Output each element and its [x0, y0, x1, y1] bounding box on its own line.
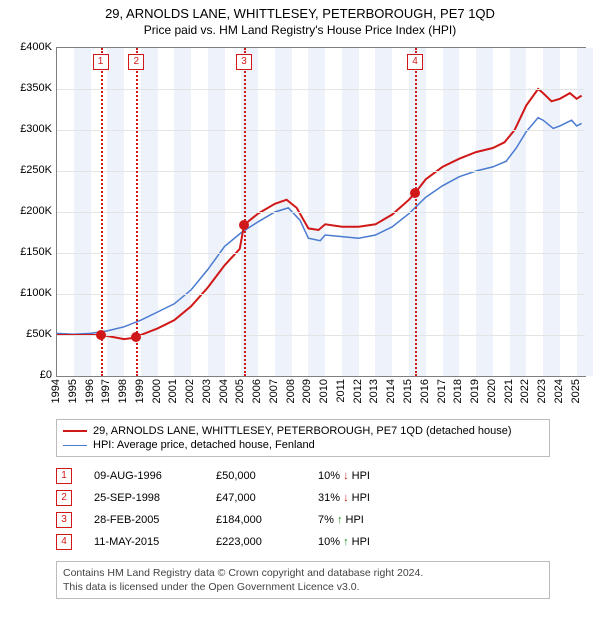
x-tick-label: 1997 — [100, 379, 112, 403]
legend-label: HPI: Average price, detached house, Fenl… — [93, 439, 315, 451]
up-arrow-icon: ↑ — [337, 514, 343, 526]
sale-row-badge: 2 — [56, 490, 72, 506]
legend-item-property: 29, ARNOLDS LANE, WHITTLESEY, PETERBOROU… — [63, 424, 543, 438]
sale-row: 4 11-MAY-2015 £223,000 10% ↑ HPI — [56, 531, 592, 553]
x-tick-label: 2017 — [436, 379, 448, 403]
sale-dot — [131, 332, 141, 342]
sale-row-price: £223,000 — [216, 536, 296, 548]
x-tick-label: 2006 — [251, 379, 263, 403]
y-tick-label: £150K — [8, 246, 52, 258]
legend: 29, ARNOLDS LANE, WHITTLESEY, PETERBOROU… — [56, 419, 550, 457]
sale-row-price: £47,000 — [216, 492, 296, 504]
footer-line: Contains HM Land Registry data © Crown c… — [63, 566, 543, 580]
sale-marker-badge: 2 — [128, 54, 144, 70]
sale-marker-badge: 3 — [236, 54, 252, 70]
x-tick-label: 2010 — [318, 379, 330, 403]
x-tick-label: 2012 — [352, 379, 364, 403]
down-arrow-icon: ↓ — [343, 492, 349, 504]
sale-marker-line — [101, 48, 103, 376]
sale-row-price: £184,000 — [216, 514, 296, 526]
sale-row-pct: 10% ↓ HPI — [318, 470, 428, 482]
x-tick-label: 2000 — [151, 379, 163, 403]
sale-row: 3 28-FEB-2005 £184,000 7% ↑ HPI — [56, 509, 592, 531]
y-tick-label: £0 — [8, 369, 52, 381]
plot-area: 1 2 3 4 — [56, 47, 586, 377]
sale-row-pct: 10% ↑ HPI — [318, 536, 428, 548]
x-tick-label: 1995 — [67, 379, 79, 403]
sale-dot — [410, 188, 420, 198]
price-chart: 1 2 3 4 £0 £50K £100K £150K £200K £250K £300K £350… — [8, 43, 592, 413]
down-arrow-icon: ↓ — [343, 470, 349, 482]
x-tick-label: 1994 — [50, 379, 62, 403]
sale-marker-badge: 1 — [93, 54, 109, 70]
sale-dot — [96, 330, 106, 340]
legend-item-hpi: HPI: Average price, detached house, Fenl… — [63, 438, 543, 452]
sale-row-date: 09-AUG-1996 — [94, 470, 194, 482]
legend-label: 29, ARNOLDS LANE, WHITTLESEY, PETERBOROU… — [93, 425, 512, 437]
x-tick-label: 2007 — [268, 379, 280, 403]
sale-row-badge: 1 — [56, 468, 72, 484]
sale-row-date: 11-MAY-2015 — [94, 536, 194, 548]
sale-row-date: 28-FEB-2005 — [94, 514, 194, 526]
sale-row-badge: 3 — [56, 512, 72, 528]
y-tick-label: £350K — [8, 82, 52, 94]
sale-marker-line — [244, 48, 246, 376]
x-tick-label: 2003 — [201, 379, 213, 403]
y-tick-label: £200K — [8, 205, 52, 217]
sale-row: 1 09-AUG-1996 £50,000 10% ↓ HPI — [56, 465, 592, 487]
x-tick-label: 2001 — [167, 379, 179, 403]
x-tick-label: 1999 — [134, 379, 146, 403]
sales-table: 1 09-AUG-1996 £50,000 10% ↓ HPI 2 25-SEP-1998… — [56, 465, 592, 553]
y-tick-label: £50K — [8, 328, 52, 340]
x-tick-label: 2018 — [452, 379, 464, 403]
sale-row-date: 25-SEP-1998 — [94, 492, 194, 504]
y-tick-label: £100K — [8, 287, 52, 299]
page-subtitle: Price paid vs. HM Land Registry's House … — [8, 23, 592, 37]
x-tick-label: 2016 — [419, 379, 431, 403]
x-tick-label: 2011 — [335, 379, 347, 403]
x-tick-label: 2022 — [519, 379, 531, 403]
legend-swatch — [63, 430, 87, 432]
x-tick-label: 2013 — [368, 379, 380, 403]
x-tick-label: 2021 — [503, 379, 515, 403]
sale-row-pct: 31% ↓ HPI — [318, 492, 428, 504]
x-tick-label: 2005 — [234, 379, 246, 403]
sale-row-price: £50,000 — [216, 470, 296, 482]
footer-line: This data is licensed under the Open Gov… — [63, 580, 543, 594]
x-tick-label: 2004 — [218, 379, 230, 403]
sale-marker-line — [415, 48, 417, 376]
y-tick-label: £400K — [8, 41, 52, 53]
sale-marker-line — [136, 48, 138, 376]
y-tick-label: £300K — [8, 123, 52, 135]
footer-attribution: Contains HM Land Registry data © Crown c… — [56, 561, 550, 599]
sale-row: 2 25-SEP-1998 £47,000 31% ↓ HPI — [56, 487, 592, 509]
x-tick-label: 2024 — [553, 379, 565, 403]
x-tick-label: 2008 — [285, 379, 297, 403]
x-tick-label: 2015 — [402, 379, 414, 403]
sale-marker-badge: 4 — [407, 54, 423, 70]
x-tick-label: 1996 — [84, 379, 96, 403]
x-tick-label: 2009 — [301, 379, 313, 403]
x-tick-label: 1998 — [117, 379, 129, 403]
x-tick-label: 2023 — [536, 379, 548, 403]
up-arrow-icon: ↑ — [343, 536, 349, 548]
x-tick-label: 2025 — [570, 379, 582, 403]
sale-row-badge: 4 — [56, 534, 72, 550]
x-tick-label: 2019 — [469, 379, 481, 403]
x-tick-label: 2014 — [385, 379, 397, 403]
y-tick-label: £250K — [8, 164, 52, 176]
page-title: 29, ARNOLDS LANE, WHITTLESEY, PETERBOROU… — [8, 6, 592, 21]
legend-swatch — [63, 445, 87, 446]
x-tick-label: 2002 — [184, 379, 196, 403]
sale-dot — [239, 220, 249, 230]
x-tick-label: 2020 — [486, 379, 498, 403]
sale-row-pct: 7% ↑ HPI — [318, 514, 428, 526]
